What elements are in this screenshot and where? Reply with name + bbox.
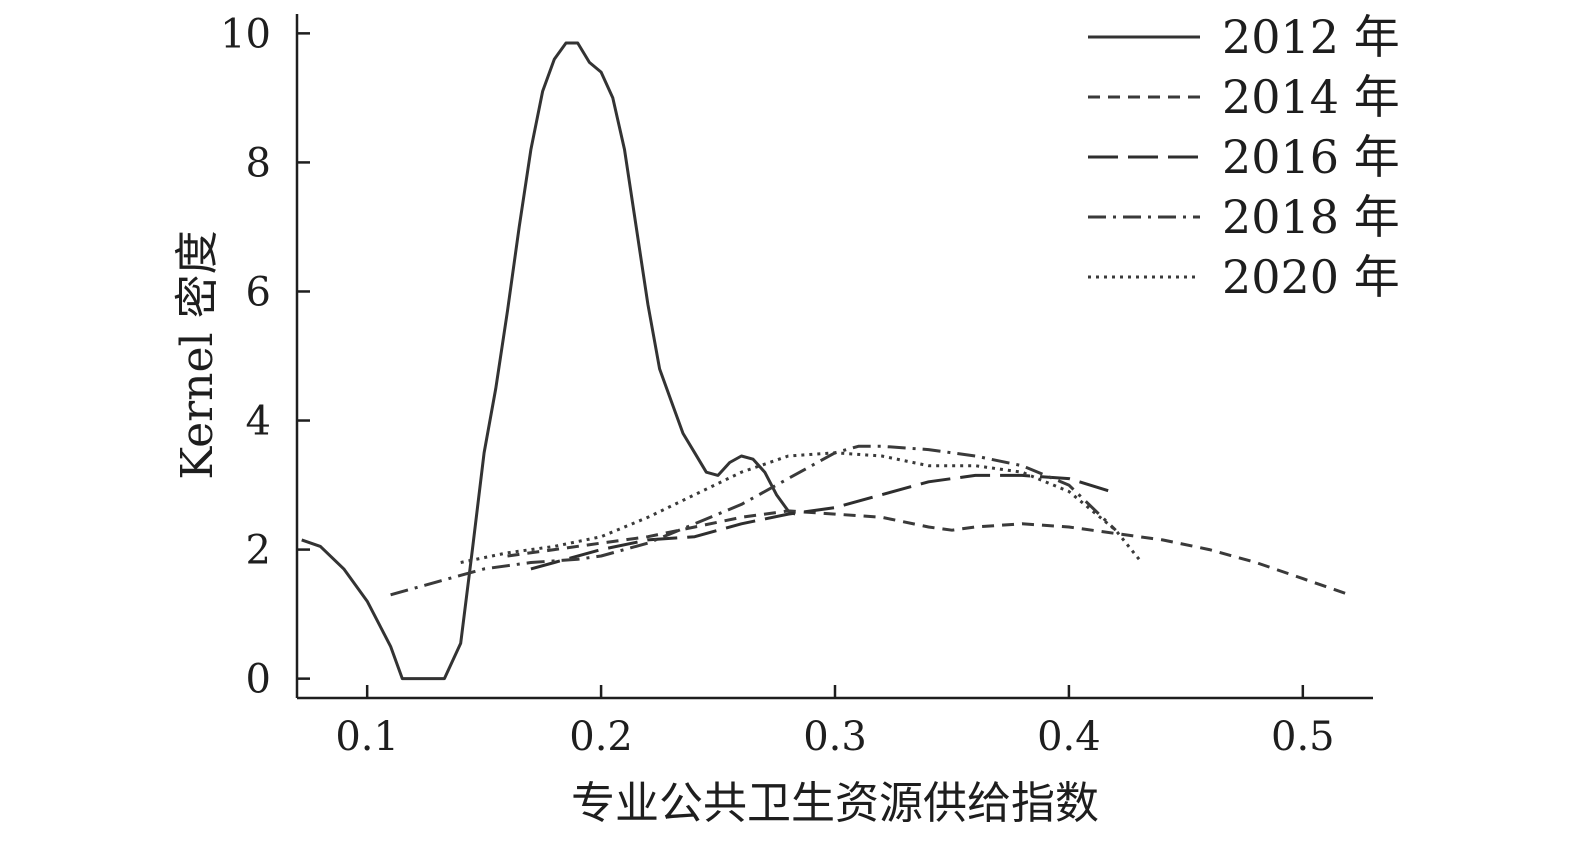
x-ticks: 0.1 0.2 0.3 0.4 0.5	[335, 685, 1335, 760]
legend-label: 2014 年	[1222, 70, 1400, 124]
x-tick-label: 0.3	[803, 714, 867, 760]
legend: 2012 年 2014 年 2016 年 2018 年 2020 年	[1088, 10, 1400, 304]
axes: 0.1 0.2 0.3 0.4 0.5 0 2 4 6 8 10	[220, 11, 1373, 760]
series-line-2014 年	[507, 509, 1351, 597]
series-line-2016 年	[530, 473, 1112, 571]
x-axis-title: 专业公共卫生资源供给指数	[571, 778, 1099, 829]
y-tick-label: 0	[246, 657, 271, 703]
x-tick-label: 0.1	[335, 714, 399, 760]
x-tick-label: 0.2	[569, 714, 633, 760]
series-line-2018 年	[390, 444, 1117, 597]
legend-label: 2012 年	[1222, 10, 1400, 64]
y-tick-label: 6	[246, 269, 271, 315]
x-tick-label: 0.5	[1271, 714, 1335, 760]
legend-label: 2016 年	[1222, 130, 1400, 184]
y-ticks: 0 2 4 6 8 10	[220, 11, 310, 703]
y-tick-label: 4	[246, 399, 271, 445]
series-line-2020 年	[460, 451, 1141, 564]
y-tick-label: 10	[220, 11, 271, 57]
y-tick-label: 8	[246, 140, 271, 186]
y-axis-title: Kernel 密度	[172, 230, 223, 479]
x-tick-label: 0.4	[1037, 714, 1101, 760]
series-layer	[301, 41, 1351, 681]
series-line-2012 年	[301, 41, 796, 681]
legend-label: 2018 年	[1222, 190, 1400, 244]
y-tick-label: 2	[246, 528, 271, 574]
legend-label: 2020 年	[1222, 250, 1400, 304]
